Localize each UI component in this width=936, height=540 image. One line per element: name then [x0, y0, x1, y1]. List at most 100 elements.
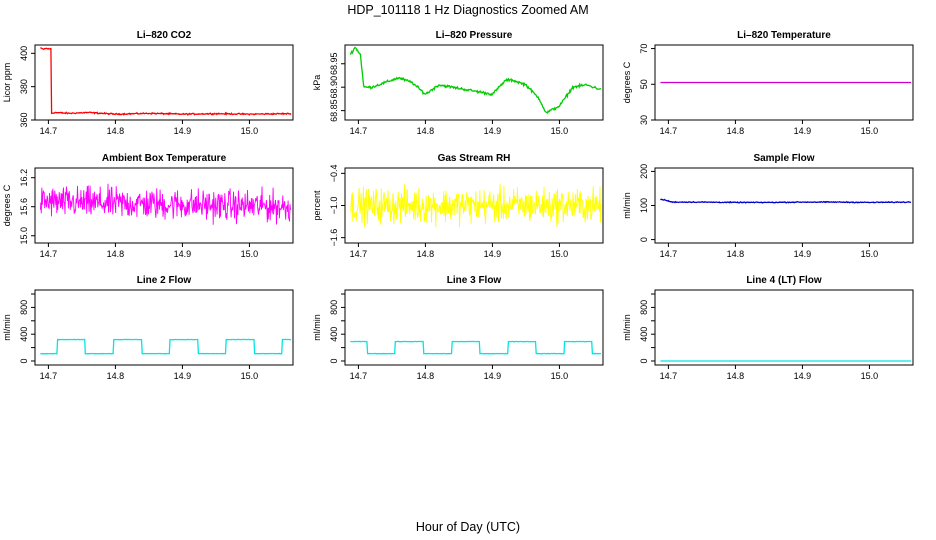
y-tick-label: 0 [639, 358, 649, 363]
x-tick-label: 14.7 [660, 249, 678, 259]
y-axis-label: kPa [312, 75, 322, 91]
figure-title: HDP_101118 1 Hz Diagnostics Zoomed AM [347, 3, 588, 17]
y-tick-label: 400 [19, 46, 29, 61]
x-tick-label: 14.7 [40, 371, 58, 381]
x-tick-label: 15.0 [551, 249, 569, 259]
x-tick-label: 15.0 [241, 126, 259, 136]
y-axis-label: ml/min [622, 192, 632, 219]
plot-frame [344, 44, 604, 121]
panel-title: Line 3 Flow [447, 275, 502, 286]
x-tick-label: 15.0 [551, 126, 569, 136]
y-tick-label: 68.90 [329, 76, 339, 99]
panel-3: Li–820 Temperature 14.7 14.8 14.9 15.0 30 50 70… [622, 30, 914, 136]
x-tick-label: 14.8 [107, 126, 125, 136]
series-line [40, 47, 292, 117]
x-tick-label: 14.8 [727, 249, 745, 259]
y-tick-label: 68.85 [329, 99, 339, 122]
series-line [349, 184, 602, 228]
plot-frame [654, 44, 914, 121]
x-tick-label: 14.7 [40, 249, 58, 259]
panel-title: Line 4 (LT) Flow [746, 275, 822, 286]
panel-title: Sample Flow [753, 153, 814, 164]
series-line [349, 46, 602, 114]
y-tick-label: 380 [19, 79, 29, 94]
y-tick-label: 0 [19, 358, 29, 363]
y-tick-label: 200 [639, 164, 649, 179]
y-axis-label: ml/min [2, 314, 12, 341]
x-tick-label: 15.0 [861, 371, 879, 381]
panel-title: Li–820 Temperature [737, 30, 831, 41]
panel-5: Gas Stream RH 14.7 14.8 14.9 15.0 −1.6 −1.0 −0.… [312, 153, 604, 259]
x-tick-label: 15.0 [241, 249, 259, 259]
panel-title: Gas Stream RH [438, 153, 511, 164]
series-line [660, 198, 912, 204]
y-axis-label: ml/min [312, 314, 322, 341]
x-tick-label: 14.9 [174, 126, 192, 136]
x-tick-label: 14.8 [417, 126, 435, 136]
x-tick-label: 14.7 [350, 371, 368, 381]
plot-frame [34, 289, 294, 366]
y-tick-label: −1.0 [329, 197, 339, 215]
panel-6: Sample Flow 14.7 14.8 14.9 15.0 0 100 200 ml/min [622, 153, 914, 259]
x-tick-label: 15.0 [861, 126, 879, 136]
x-tick-label: 14.9 [484, 249, 502, 259]
x-tick-label: 14.9 [794, 126, 812, 136]
y-tick-label: 50 [639, 79, 649, 89]
y-tick-label: 800 [19, 300, 29, 315]
panel-grid: Li–820 CO2 14.7 14.8 14.9 15.0 360 380 400 Licor… [2, 30, 914, 381]
y-tick-label: 16.2 [19, 169, 29, 187]
plot-frame [654, 289, 914, 366]
x-tick-label: 14.7 [660, 126, 678, 136]
plot-frame [344, 289, 604, 366]
x-tick-label: 14.9 [174, 371, 192, 381]
x-tick-label: 15.0 [551, 371, 569, 381]
y-axis-label: degrees C [622, 61, 632, 103]
y-tick-label: 800 [329, 300, 339, 315]
y-tick-label: 800 [639, 300, 649, 315]
x-tick-label: 14.8 [417, 371, 435, 381]
y-tick-label: 68.95 [329, 52, 339, 75]
y-axis-label: percent [312, 190, 322, 221]
x-tick-label: 14.8 [727, 371, 745, 381]
y-tick-label: 400 [329, 327, 339, 342]
panel-title: Li–820 Pressure [436, 30, 513, 41]
y-tick-label: −1.6 [329, 229, 339, 247]
panel-7: Line 2 Flow 14.7 14.8 14.9 15.0 0 400 800 ml/min [2, 275, 294, 381]
panel-1: Li–820 CO2 14.7 14.8 14.9 15.0 360 380 400 Licor… [2, 30, 294, 136]
plot-frame [344, 167, 604, 244]
panel-title: Line 2 Flow [137, 275, 192, 286]
x-tick-label: 14.8 [727, 126, 745, 136]
x-tick-label: 14.7 [350, 126, 368, 136]
y-tick-label: 15.6 [19, 198, 29, 216]
x-tick-label: 14.9 [794, 249, 812, 259]
x-tick-label: 14.8 [107, 371, 125, 381]
x-tick-label: 14.8 [417, 249, 435, 259]
y-tick-label: 30 [639, 115, 649, 125]
y-tick-label: 0 [639, 237, 649, 242]
series-line [40, 338, 292, 355]
x-tick-label: 15.0 [861, 249, 879, 259]
y-tick-label: 400 [639, 327, 649, 342]
x-tick-label: 15.0 [241, 371, 259, 381]
x-tick-label: 14.9 [794, 371, 812, 381]
figure-x-axis-label: Hour of Day (UTC) [416, 520, 520, 534]
y-tick-label: −0.4 [329, 164, 339, 182]
x-tick-label: 14.7 [40, 126, 58, 136]
panel-4: Ambient Box Temperature 14.7 14.8 14.9 15.0 1… [2, 153, 294, 259]
plot-frame [34, 167, 294, 244]
x-tick-label: 14.7 [350, 249, 368, 259]
panel-9: Line 4 (LT) Flow 14.7 14.8 14.9 15.0 0 400 800 m… [622, 275, 914, 381]
plot-frame [34, 44, 294, 121]
x-tick-label: 14.8 [107, 249, 125, 259]
y-tick-label: 400 [19, 327, 29, 342]
y-axis-label: ml/min [622, 314, 632, 341]
x-tick-label: 14.9 [484, 126, 502, 136]
x-tick-label: 14.9 [484, 371, 502, 381]
series-line [39, 183, 292, 225]
y-tick-label: 100 [639, 198, 649, 213]
panel-title: Li–820 CO2 [137, 30, 192, 41]
panel-title: Ambient Box Temperature [102, 153, 227, 164]
x-tick-label: 14.7 [660, 371, 678, 381]
